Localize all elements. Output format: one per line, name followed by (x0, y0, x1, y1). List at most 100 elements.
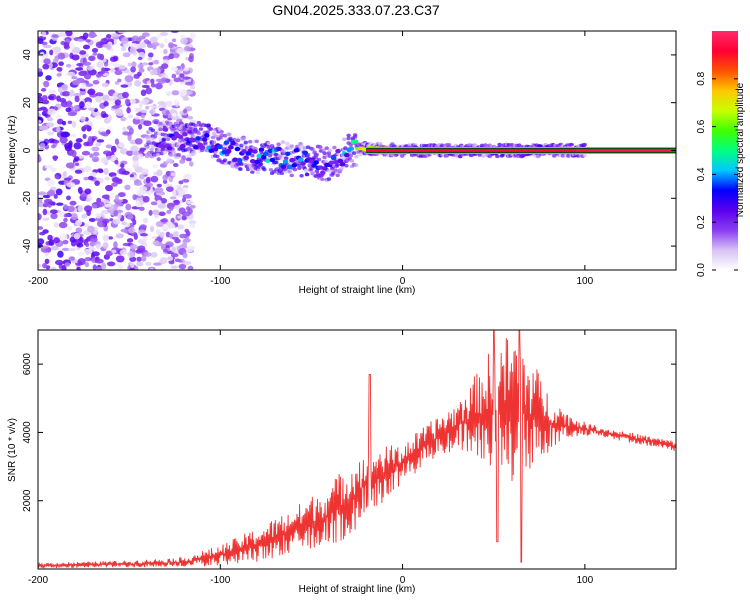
spectrogram-band-cell (310, 147, 315, 151)
spectrogram-noise-cell (67, 120, 73, 125)
snr-frame (37, 329, 677, 570)
spectrogram-signal-cell (203, 133, 210, 138)
spectrogram-noise-cell (184, 228, 190, 233)
spectrogram-noise-cell (110, 68, 115, 73)
spectrogram-band-cell (582, 142, 588, 147)
spectrogram-band-cell (243, 140, 249, 145)
spectrogram-noise-cell (71, 63, 76, 71)
spectrogram-noise-cell (47, 189, 56, 197)
spectrogram-noise-cell (87, 135, 93, 143)
spectrogram-noise-cell (140, 109, 148, 114)
spectrogram-band-cell (299, 173, 304, 178)
spectrogram-noise-cell (95, 243, 102, 250)
spectrogram-noise-cell (157, 101, 166, 105)
spectrogram-noise-cell (110, 99, 116, 106)
spectrogram-noise-cell (42, 208, 48, 216)
spectrogram-noise-cell (129, 244, 138, 250)
spectrogram-signal-cell (217, 144, 223, 150)
spectrogram-noise-cell (178, 263, 187, 270)
spectrogram-band-cell (250, 153, 255, 158)
spectrogram-noise-cell (115, 233, 124, 239)
spectrogram-noise-cell (74, 95, 80, 103)
spectrogram-noise-cell (145, 176, 151, 184)
spectrogram-noise-cell (100, 262, 107, 270)
spectrogram-noise-cell (106, 44, 112, 51)
spectrogram-noise-cell (76, 242, 84, 248)
spectrogram-noise-cell (117, 263, 124, 270)
spectrogram-signal-cell (177, 134, 184, 140)
spectrogram-noise-cell (186, 115, 194, 120)
spectrogram-signal-cell (252, 149, 258, 154)
spectrogram-signal-cell (208, 148, 214, 153)
spectrogram-band-cell (156, 152, 161, 157)
spectrogram-noise-cell (126, 238, 134, 243)
spectrogram-noise-cell (43, 58, 51, 65)
spectrogram-noise-cell (173, 52, 180, 59)
spectrogram-noise-cell (136, 189, 144, 197)
spectrogram-noise-cell (88, 107, 95, 111)
spectrogram-noise-cell (96, 139, 105, 143)
spectrogram-y-axis-label: Frequency (Hz) (7, 116, 18, 185)
spectrogram-signal-cell (249, 159, 256, 164)
spectrogram-noise-cell (152, 209, 160, 215)
spectrogram-noise-cell (160, 218, 168, 223)
spectrogram-noise-cell (165, 102, 174, 107)
spectrogram-noise-cell (77, 186, 83, 194)
spectrogram-noise-cell (63, 213, 69, 218)
spectrogram-noise-cell (179, 73, 185, 78)
spectrogram-signal-cell (328, 160, 335, 165)
spectrogram-noise-cell (140, 168, 149, 175)
spectrogram-signal-cell (317, 165, 324, 170)
spectrogram-noise-cell (149, 105, 157, 109)
spectrogram-noise-cell (91, 156, 100, 163)
spectrogram-band-cell (309, 167, 314, 171)
spectrogram-band-cell (344, 163, 349, 168)
spectrogram-noise-cell (84, 83, 94, 87)
spectrogram-band-cell (332, 145, 337, 150)
spectrogram-band-cell (479, 143, 485, 148)
spectrogram-noise-cell (42, 108, 48, 113)
spectrogram-noise-cell (56, 126, 61, 133)
spectrogram-noise-cell (78, 251, 85, 256)
spectrogram-band-cell (317, 145, 323, 150)
spectrogram-noise-cell (173, 99, 179, 104)
spectrogram-noise-cell (48, 239, 55, 246)
spectrogram-noise-cell (115, 194, 120, 202)
spectrogram-band-cell (354, 154, 359, 159)
spectrogram-signal-cell (236, 158, 243, 163)
spectrogram-noise-cell (156, 199, 162, 206)
spectrogram-signal-cell (269, 157, 276, 163)
spectrogram-band-cell (582, 153, 588, 158)
spectrogram-band-cell (234, 143, 240, 147)
spectrogram-band-cell (316, 157, 322, 162)
spectrogram-noise-cell (39, 125, 49, 131)
spectrogram-noise-cell (68, 247, 77, 252)
spectrogram-signal-cell (276, 146, 282, 152)
x-tick-label: -200 (28, 575, 48, 586)
spectrogram-noise-cell (133, 182, 143, 186)
spectrogram-noise-cell (82, 61, 92, 66)
spectrogram-band-cell (208, 127, 214, 131)
spectrogram-band-cell (560, 154, 566, 158)
spectrogram-noise-cell (111, 182, 118, 187)
spectrogram-noise-cell (41, 31, 47, 38)
snr-x-axis-label: Height of straight line (km) (299, 584, 416, 595)
spectrogram-band-cell (342, 137, 347, 142)
spectrogram-band-cell (352, 133, 358, 137)
spectrogram-noise-cell (41, 99, 50, 105)
spectrogram-marks (38, 31, 676, 270)
spectrogram-noise-cell (145, 105, 150, 110)
spectrogram-band-cell (282, 170, 288, 174)
spectrogram-band-cell (191, 134, 196, 138)
spectrogram-noise-cell (92, 47, 99, 53)
spectrogram-band-cell (322, 151, 327, 155)
spectrogram-noise-cell (138, 100, 143, 108)
spectrogram-band-cell (324, 146, 329, 150)
spectrogram-noise-cell (189, 204, 196, 209)
spectrogram-noise-cell (182, 76, 191, 80)
spectrogram-noise-cell (55, 114, 63, 120)
spectrogram-noise-cell (138, 206, 145, 211)
spectrogram-noise-cell (66, 182, 76, 188)
spectrogram-signal-cell (287, 164, 293, 170)
spectrogram-band-cell (335, 173, 340, 178)
